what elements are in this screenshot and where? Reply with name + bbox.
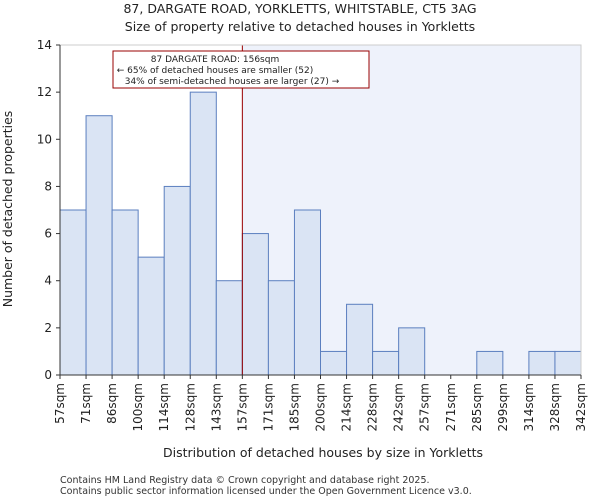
bar-328sqm	[554, 350, 582, 376]
y-tick-label-8: 8	[44, 179, 52, 193]
bar-242sqm	[398, 327, 426, 376]
y-tick-label-6: 6	[44, 227, 52, 241]
x-axis-label: Distribution of detached houses by size …	[163, 445, 483, 460]
bar-185sqm	[293, 209, 322, 376]
x-tick-label-328sqm: 328sqm	[548, 383, 562, 431]
y-axis-ticks: 0 2 4 6 8 10 12 14	[37, 38, 60, 382]
bar-171sqm	[267, 280, 295, 376]
bar-228sqm	[372, 350, 400, 376]
x-tick-label-271sqm: 271sqm	[444, 383, 458, 431]
x-tick-label-214sqm: 214sqm	[340, 383, 354, 431]
bar-71sqm	[85, 115, 113, 376]
bar-128sqm	[189, 91, 217, 376]
chart-subtitle: Size of property relative to detached ho…	[125, 19, 475, 34]
bar-214sqm	[346, 303, 374, 376]
bar-314sqm	[528, 350, 556, 376]
x-tick-label-342sqm: 342sqm	[574, 383, 588, 431]
x-axis-ticks: 57sqm 71sqm 86sqm 100sqm 114sqm 128sqm 143sqm 1…	[53, 375, 588, 431]
x-tick-label-257sqm: 257sqm	[418, 383, 432, 431]
chart-title: 87, DARGATE ROAD, YORKLETTS, WHITSTABLE,…	[123, 1, 476, 16]
x-tick-label-185sqm: 185sqm	[287, 383, 301, 431]
x-tick-label-200sqm: 200sqm	[314, 383, 328, 431]
bar-114sqm	[163, 185, 191, 376]
x-tick-label-299sqm: 299sqm	[496, 383, 510, 431]
bar-157sqm	[241, 233, 269, 376]
y-tick-label-4: 4	[44, 274, 52, 288]
annotation-line-1: 87 DARGATE ROAD: 156sqm	[151, 55, 279, 65]
bar-143sqm	[215, 280, 243, 376]
annotation-line-2: ← 65% of detached houses are smaller (52…	[117, 66, 314, 76]
x-tick-label-71sqm: 71sqm	[79, 383, 93, 424]
y-tick-label-12: 12	[37, 85, 52, 99]
x-tick-label-314sqm: 314sqm	[522, 383, 536, 431]
bar-200sqm	[320, 350, 348, 376]
x-tick-label-228sqm: 228sqm	[366, 383, 380, 431]
x-tick-label-242sqm: 242sqm	[392, 383, 406, 431]
bar-86sqm	[111, 209, 139, 376]
x-tick-label-57sqm: 57sqm	[53, 383, 67, 424]
y-axis-label: Number of detached properties	[0, 111, 15, 308]
x-tick-label-100sqm: 100sqm	[131, 383, 145, 431]
x-tick-label-114sqm: 114sqm	[157, 383, 171, 431]
bar-100sqm	[137, 256, 165, 376]
footer-line-1: Contains HM Land Registry data © Crown c…	[60, 475, 430, 486]
x-tick-label-285sqm: 285sqm	[470, 383, 484, 431]
x-tick-label-157sqm: 157sqm	[235, 383, 249, 431]
annotation-line-3: 34% of semi-detached houses are larger (…	[125, 77, 340, 87]
annotation-box: 87 DARGATE ROAD: 156sqm ← 65% of detache…	[112, 50, 370, 89]
bar-57sqm	[59, 209, 87, 376]
x-tick-label-128sqm: 128sqm	[183, 383, 197, 431]
annotation-border	[112, 50, 370, 89]
x-tick-label-171sqm: 171sqm	[261, 383, 275, 431]
y-tick-label-10: 10	[37, 132, 52, 146]
y-tick-label-2: 2	[44, 321, 52, 335]
y-tick-label-0: 0	[44, 368, 52, 382]
x-tick-label-86sqm: 86sqm	[105, 383, 119, 424]
x-tick-label-143sqm: 143sqm	[209, 383, 223, 431]
footer-line-2: Contains public sector information licen…	[60, 486, 472, 497]
y-tick-label-14: 14	[37, 38, 52, 52]
bar-285sqm	[476, 350, 504, 376]
bars-group	[59, 91, 582, 376]
